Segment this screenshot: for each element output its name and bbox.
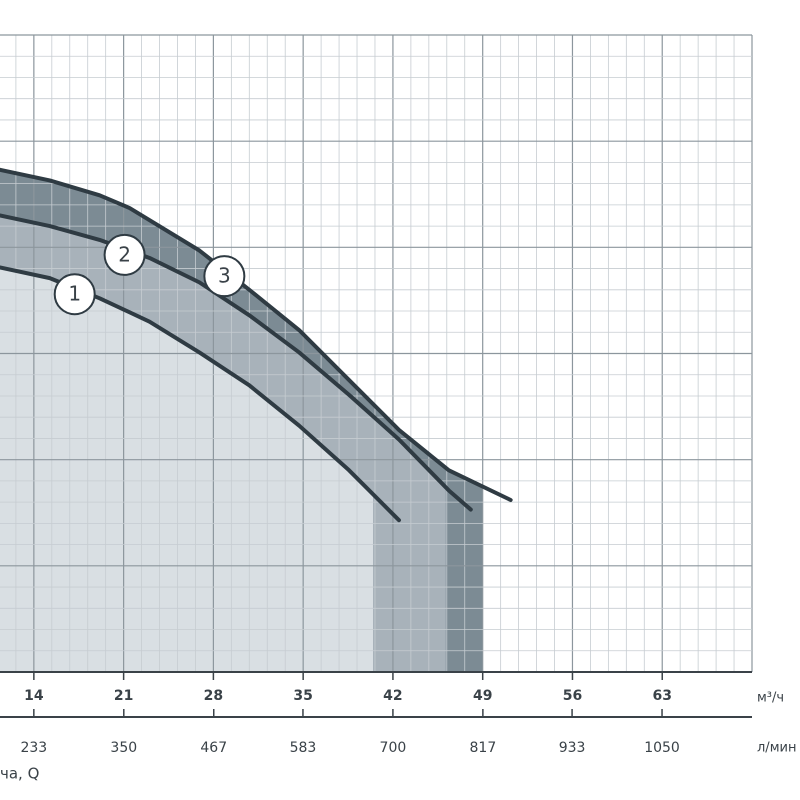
curve-label: 3 — [218, 264, 231, 288]
x-tick-label: 63 — [652, 688, 671, 704]
x-tick-label: 56 — [563, 688, 582, 704]
x2-unit: л/мин — [757, 741, 796, 756]
x-axis-label: ча, Q — [0, 765, 39, 783]
x-tick-label: 14 — [24, 688, 44, 704]
operating-area — [0, 267, 374, 672]
curve — [0, 167, 513, 503]
x-tick-label: 49 — [473, 688, 492, 704]
curve-label: 2 — [118, 242, 131, 266]
x2-tick-label: 350 — [110, 740, 137, 756]
x2-tick-label: 1050 — [644, 740, 680, 756]
x2-tick-label: 817 — [470, 740, 497, 756]
curve-label-badge — [103, 233, 146, 276]
x2-tick-label: 233 — [20, 740, 47, 756]
x-tick-label: 21 — [114, 688, 133, 704]
curve-label-badge — [53, 273, 96, 316]
curve-label: 1 — [68, 282, 81, 306]
x-tick-label: 28 — [204, 688, 223, 704]
curve-label-badge — [203, 255, 246, 298]
x2-tick-label: 583 — [290, 740, 317, 756]
curve — [0, 213, 473, 512]
x2-tick-label: 933 — [559, 740, 586, 756]
x2-tick-label: 467 — [200, 740, 227, 756]
x-unit: м³/ч — [757, 691, 784, 706]
x-tick-label: 35 — [293, 688, 312, 704]
x2-tick-label: 700 — [380, 740, 407, 756]
x-tick-label: 42 — [383, 688, 402, 704]
